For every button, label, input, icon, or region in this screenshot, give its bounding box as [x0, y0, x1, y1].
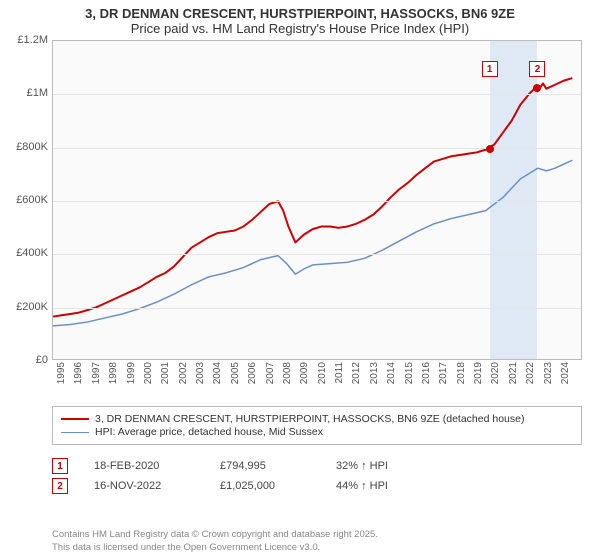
xtick-label: 2011 [334, 362, 345, 384]
ytick-label: £1.2M [4, 34, 48, 46]
xtick-label: 2009 [299, 362, 310, 384]
xtick-label: 2021 [508, 362, 519, 384]
xtick-label: 2007 [265, 362, 276, 384]
sale-annotations: 1 18-FEB-2020 £794,995 32% ↑ HPI 2 16-NO… [52, 454, 582, 498]
legend-swatch-hpi [61, 432, 89, 433]
xtick-label: 2024 [560, 362, 571, 384]
xtick-label: 2018 [456, 362, 467, 384]
annotation-price-1: £794,995 [220, 460, 310, 472]
series-hpi [53, 160, 572, 326]
chart-container: 12 £0£200K£400K£600K£800K£1M£1.2M1995199… [0, 40, 600, 400]
xtick-label: 2020 [490, 362, 501, 384]
gridline-h [53, 254, 581, 255]
ytick-label: £600K [4, 194, 48, 206]
ytick-label: £400K [4, 247, 48, 259]
xtick-label: 2015 [404, 362, 415, 384]
xtick-label: 2001 [160, 362, 171, 384]
xtick-label: 1998 [108, 362, 119, 384]
legend-item-price: 3, DR DENMAN CRESCENT, HURSTPIERPOINT, H… [61, 413, 573, 425]
ytick-label: £0 [4, 354, 48, 366]
annotation-marker-1: 1 [52, 458, 68, 474]
sale-marker-box-2: 2 [529, 61, 545, 77]
legend-label-hpi: HPI: Average price, detached house, Mid … [95, 426, 323, 438]
annotation-date-1: 18-FEB-2020 [94, 460, 194, 472]
plot-area: 12 [52, 40, 582, 360]
series-svg [53, 41, 581, 359]
xtick-label: 2006 [247, 362, 258, 384]
xtick-label: 1995 [56, 362, 67, 384]
xtick-label: 2000 [143, 362, 154, 384]
ytick-label: £1M [4, 87, 48, 99]
legend-label-price: 3, DR DENMAN CRESCENT, HURSTPIERPOINT, H… [95, 413, 524, 425]
annotation-pct-1: 32% ↑ HPI [336, 460, 388, 472]
xtick-label: 2010 [317, 362, 328, 384]
legend-swatch-price [61, 418, 89, 420]
xtick-label: 2004 [212, 362, 223, 384]
xtick-label: 1996 [73, 362, 84, 384]
xtick-label: 2005 [230, 362, 241, 384]
title-line-1: 3, DR DENMAN CRESCENT, HURSTPIERPOINT, H… [10, 6, 590, 21]
annotation-marker-2: 2 [52, 478, 68, 494]
xtick-label: 2008 [282, 362, 293, 384]
xtick-label: 2002 [178, 362, 189, 384]
gridline-h [53, 94, 581, 95]
xtick-label: 2012 [351, 362, 362, 384]
xtick-label: 2014 [386, 362, 397, 384]
gridline-h [53, 148, 581, 149]
sale-point-2 [533, 84, 541, 92]
annotation-price-2: £1,025,000 [220, 480, 310, 492]
xtick-label: 2022 [525, 362, 536, 384]
footer-attribution: Contains HM Land Registry data © Crown c… [52, 529, 582, 554]
xtick-label: 2013 [369, 362, 380, 384]
ytick-label: £800K [4, 141, 48, 153]
annotation-row-2: 2 16-NOV-2022 £1,025,000 44% ↑ HPI [52, 478, 582, 494]
gridline-h [53, 201, 581, 202]
xtick-label: 1999 [126, 362, 137, 384]
xtick-label: 2017 [438, 362, 449, 384]
annotation-pct-2: 44% ↑ HPI [336, 480, 388, 492]
ytick-label: £200K [4, 301, 48, 313]
annotation-row-1: 1 18-FEB-2020 £794,995 32% ↑ HPI [52, 458, 582, 474]
annotation-date-2: 16-NOV-2022 [94, 480, 194, 492]
gridline-h [53, 308, 581, 309]
legend-item-hpi: HPI: Average price, detached house, Mid … [61, 426, 573, 438]
sale-point-1 [486, 145, 494, 153]
legend: 3, DR DENMAN CRESCENT, HURSTPIERPOINT, H… [52, 406, 582, 445]
xtick-label: 2016 [421, 362, 432, 384]
footer-line-2: This data is licensed under the Open Gov… [52, 542, 582, 554]
series-price_paid [53, 78, 572, 316]
footer-line-1: Contains HM Land Registry data © Crown c… [52, 529, 582, 541]
xtick-label: 1997 [91, 362, 102, 384]
chart-title: 3, DR DENMAN CRESCENT, HURSTPIERPOINT, H… [0, 0, 600, 40]
xtick-label: 2023 [543, 362, 554, 384]
sale-marker-box-1: 1 [482, 61, 498, 77]
xtick-label: 2003 [195, 362, 206, 384]
title-line-2: Price paid vs. HM Land Registry's House … [10, 21, 590, 36]
xtick-label: 2019 [473, 362, 484, 384]
